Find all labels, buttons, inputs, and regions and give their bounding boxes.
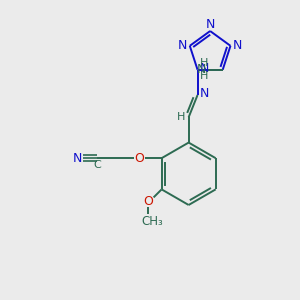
Text: N: N bbox=[73, 152, 83, 165]
Text: O: O bbox=[134, 152, 144, 165]
Text: N: N bbox=[233, 39, 243, 52]
Text: N: N bbox=[196, 63, 206, 76]
Text: C: C bbox=[93, 160, 101, 170]
Text: N: N bbox=[200, 62, 209, 75]
Text: CH₃: CH₃ bbox=[141, 215, 163, 228]
Text: H: H bbox=[200, 58, 208, 68]
Text: H: H bbox=[177, 112, 185, 122]
Text: N: N bbox=[200, 87, 209, 100]
Text: N: N bbox=[178, 39, 187, 52]
Text: N: N bbox=[206, 18, 215, 31]
Text: H: H bbox=[200, 71, 208, 81]
Text: O: O bbox=[143, 195, 153, 208]
